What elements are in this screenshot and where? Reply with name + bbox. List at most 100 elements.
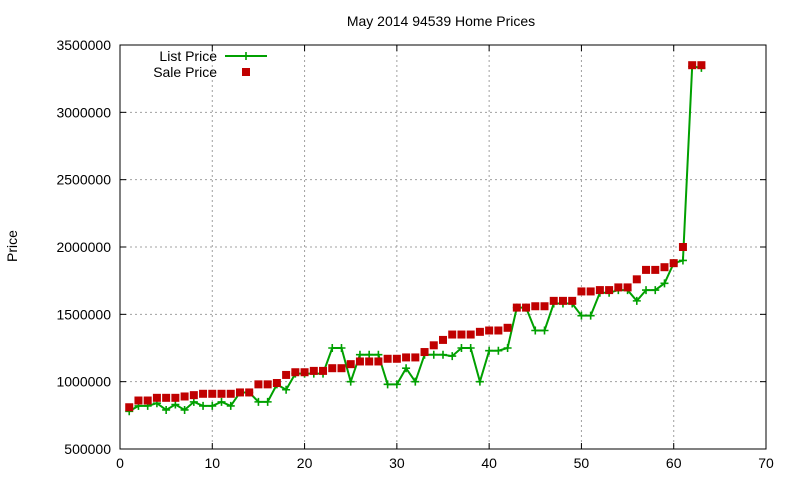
sale-price-point [494, 326, 503, 335]
list-price-point [642, 286, 651, 295]
sale-price-point [678, 243, 687, 251]
sale-price-point [134, 396, 143, 405]
sale-price-point [577, 287, 586, 296]
list-price-point [199, 401, 208, 410]
sale-price-point [235, 388, 244, 397]
list-price-point [632, 296, 641, 305]
sale-price-point [605, 286, 614, 295]
sale-price-point [697, 61, 706, 70]
y-axis-label: Price [4, 230, 20, 262]
sale-price-point [632, 275, 641, 284]
x-tick-label: 0 [116, 455, 124, 471]
legend-label-sale-price: Sale Price [153, 64, 217, 80]
list-price-point [337, 344, 346, 352]
legend-label-list-price: List Price [159, 48, 217, 64]
sale-price-point [642, 265, 651, 274]
list-price-point [678, 256, 687, 265]
list-price-point [180, 405, 189, 414]
chart-title: May 2014 94539 Home Prices [347, 13, 535, 29]
list-price-point [466, 344, 475, 352]
list-price-point [448, 352, 457, 361]
x-tick-label: 20 [297, 455, 313, 471]
list-price-point [208, 401, 217, 410]
sale-price-point [688, 61, 697, 70]
sale-price-point [383, 354, 392, 363]
sale-price-point [282, 370, 291, 379]
y-tick-label: 2500000 [56, 172, 111, 188]
sale-price-point [595, 286, 604, 295]
axes: 0 10 20 30 40 50 60 70 500000 1000000 1500000 20000… [56, 37, 774, 471]
list-price-point [475, 377, 484, 386]
list-price-point [411, 377, 420, 386]
sale-price-point [531, 302, 540, 311]
sale-price-point [254, 380, 263, 389]
list-price-point [402, 364, 411, 373]
y-tick-label: 3000000 [56, 104, 111, 120]
sale-price-point [226, 389, 235, 398]
list-price-point [485, 346, 494, 355]
sale-price-point [411, 353, 420, 362]
sale-price-point [208, 389, 217, 398]
sale-price-point [466, 330, 475, 339]
list-price-point [374, 350, 383, 359]
list-price-point [226, 401, 235, 410]
sale-price-point [614, 283, 623, 292]
list-price-point [162, 405, 171, 414]
sale-price-point [402, 353, 411, 362]
sale-price-point [180, 392, 189, 401]
sale-price-point [429, 341, 438, 350]
x-tick-label: 60 [666, 455, 682, 471]
list-price-point [651, 286, 660, 295]
grid-lines [120, 45, 766, 449]
list-price-point [365, 350, 374, 359]
list-price-point [171, 400, 180, 409]
list-price-point [660, 279, 669, 288]
sale-price-point [245, 388, 254, 397]
sale-price-point [152, 393, 161, 402]
sale-price-point [457, 330, 466, 339]
list-price-point [254, 397, 263, 406]
list-price-point [328, 344, 337, 352]
sale-price-point [512, 303, 521, 312]
list-price-point [503, 344, 512, 352]
legend-marker-list-price [242, 52, 250, 60]
y-tick-label: 1500000 [56, 306, 111, 322]
sale-price-point [503, 323, 512, 332]
legend-marker-sale-price [242, 68, 250, 76]
sale-price-point [540, 302, 549, 311]
x-tick-label: 10 [204, 455, 220, 471]
list-price-point [263, 397, 272, 406]
list-price-point [531, 326, 540, 335]
list-price-point [439, 350, 447, 359]
list-price-point [355, 350, 364, 359]
sale-price-point [623, 283, 632, 292]
sale-price-point [549, 296, 558, 305]
list-price-point [189, 397, 198, 406]
sale-price-point [669, 259, 678, 268]
sale-price-point [420, 348, 429, 357]
sale-price-point [300, 368, 309, 377]
sale-price-point [355, 357, 364, 366]
sale-price-point [365, 357, 374, 366]
y-tick-label: 500000 [64, 441, 111, 457]
sale-price-point [162, 393, 171, 402]
sale-price-point [125, 403, 134, 412]
list-price-point [494, 346, 503, 355]
list-price-point [346, 377, 355, 386]
sale-price-point [272, 379, 281, 388]
sale-price-point [568, 296, 577, 305]
sale-price-point [291, 368, 300, 377]
sale-price-point [263, 380, 272, 389]
y-tick-label: 2000000 [56, 239, 111, 255]
sale-price-point [328, 364, 337, 373]
x-tick-label: 70 [758, 455, 774, 471]
sale-price-point [558, 296, 567, 305]
x-tick-label: 30 [389, 455, 405, 471]
list-price-point [586, 311, 595, 320]
sale-price-point [586, 287, 595, 296]
sale-price-point [522, 303, 531, 312]
sale-price-point [475, 327, 484, 336]
